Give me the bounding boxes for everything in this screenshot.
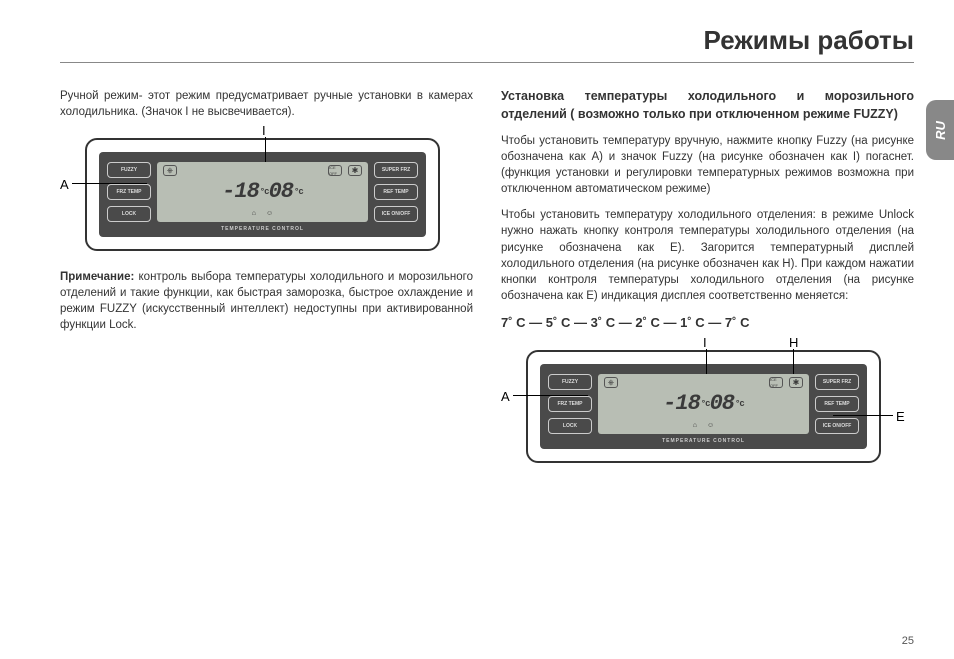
ref-temp-value-2: 08 <box>710 389 734 420</box>
frz-temp-button-2[interactable]: FRZ TEMP <box>548 396 592 412</box>
lcd-display: ⎈ ICE OFF ✱ -18°c 08°c ⌂ ☺ <box>157 162 368 222</box>
lcd-temps: -18°c 08°c <box>163 176 362 209</box>
frz-temp-value-2: -18 <box>663 389 700 420</box>
content-columns: Ручной режим- этот режим предусматривает… <box>60 88 914 481</box>
paragraph-2: Чтобы установить температуру холодильног… <box>501 207 914 304</box>
panel-inner: FUZZY FRZ TEMP LOCK ⎈ ICE OFF ✱ -18°c <box>99 152 426 237</box>
snowflake-icon-2: ✱ <box>789 377 803 388</box>
language-label: RU <box>933 121 948 140</box>
lcd-temps-2: -18°c 08°c <box>604 388 803 421</box>
ice-off-icon: ICE OFF <box>328 165 342 176</box>
lcd-bottom-icons-2: ⌂ ☺ <box>604 421 803 431</box>
panel-row-2: FUZZY FRZ TEMP LOCK ⎈ ICE OFF ✱ -18°c <box>548 374 859 434</box>
ref-unit-2: °c <box>735 398 744 411</box>
ice-onoff-button[interactable]: ICE ON/OFF <box>374 206 418 222</box>
language-tab: RU <box>926 100 954 160</box>
super-frz-button-2[interactable]: SUPER FRZ <box>815 374 859 390</box>
callout-E: E <box>896 408 905 426</box>
right-column: Установка температуры холодильного и мор… <box>501 88 914 481</box>
lock-icon: ⌂ <box>252 209 256 219</box>
frz-temp-button[interactable]: FRZ TEMP <box>107 184 151 200</box>
right-buttons-2: SUPER FRZ REF TEMP ICE ON/OFF <box>815 374 859 434</box>
control-panel: FUZZY FRZ TEMP LOCK ⎈ ICE OFF ✱ -18°c <box>85 138 440 251</box>
lock-button[interactable]: LOCK <box>107 206 151 222</box>
super-frz-button[interactable]: SUPER FRZ <box>374 162 418 178</box>
note-label: Примечание: <box>60 271 134 283</box>
left-column: Ручной режим- этот режим предусматривает… <box>60 88 473 481</box>
mode-icon: ☺ <box>266 209 273 219</box>
lcd-bottom-icons: ⌂ ☺ <box>163 209 362 219</box>
ref-temp-button[interactable]: REF TEMP <box>374 184 418 200</box>
callout-A: A <box>60 176 69 194</box>
ref-temp-value: 08 <box>269 177 293 208</box>
right-buttons: SUPER FRZ REF TEMP ICE ON/OFF <box>374 162 418 222</box>
panel-row: FUZZY FRZ TEMP LOCK ⎈ ICE OFF ✱ -18°c <box>107 162 418 222</box>
section-heading: Установка температуры холодильного и мор… <box>501 88 914 123</box>
callout-A-2: A <box>501 388 510 406</box>
ice-onoff-button-2[interactable]: ICE ON/OFF <box>815 418 859 434</box>
lcd-top-icons: ⎈ ICE OFF ✱ <box>163 165 362 176</box>
ref-temp-button-2[interactable]: REF TEMP <box>815 396 859 412</box>
callout-line-A-2 <box>513 395 588 396</box>
frz-unit: °c <box>260 186 269 199</box>
paragraph-1: Чтобы установить температуру вручную, на… <box>501 133 914 197</box>
ice-off-icon-2: ICE OFF <box>769 377 783 388</box>
intro-paragraph: Ручной режим- этот режим предусматривает… <box>60 88 473 120</box>
fuzzy-button[interactable]: FUZZY <box>107 162 151 178</box>
callout-line-A <box>72 183 147 184</box>
panel-diagram-1: I A FUZZY FRZ TEMP LOCK ⎈ <box>60 138 473 251</box>
note-paragraph: Примечание: контроль выбора температуры … <box>60 269 473 333</box>
page-title: Режимы работы <box>60 25 914 63</box>
fuzzy-icon: ⎈ <box>163 165 177 176</box>
panel-caption-2: TEMPERATURE CONTROL <box>662 438 745 445</box>
frz-unit-2: °c <box>701 398 710 411</box>
left-buttons: FUZZY FRZ TEMP LOCK <box>107 162 151 222</box>
fuzzy-button-2[interactable]: FUZZY <box>548 374 592 390</box>
lock-icon-2: ⌂ <box>693 421 697 431</box>
lcd-top-icons-2: ⎈ ICE OFF ✱ <box>604 377 803 388</box>
control-panel-2: FUZZY FRZ TEMP LOCK ⎈ ICE OFF ✱ -18°c <box>526 350 881 463</box>
left-buttons-2: FUZZY FRZ TEMP LOCK <box>548 374 592 434</box>
panel-caption: TEMPERATURE CONTROL <box>221 226 304 233</box>
panel-inner-2: FUZZY FRZ TEMP LOCK ⎈ ICE OFF ✱ -18°c <box>540 364 867 449</box>
fuzzy-icon-2: ⎈ <box>604 377 618 388</box>
mode-icon-2: ☺ <box>707 421 714 431</box>
panel-diagram-2: I H A E FUZZY FRZ TEMP LOCK <box>501 350 914 463</box>
frz-temp-value: -18 <box>222 177 259 208</box>
lcd-display-2: ⎈ ICE OFF ✱ -18°c 08°c ⌂ ☺ <box>598 374 809 434</box>
snowflake-icon: ✱ <box>348 165 362 176</box>
ref-unit: °c <box>294 186 303 199</box>
page-number: 25 <box>902 635 914 647</box>
callout-line-E <box>833 415 893 416</box>
lock-button-2[interactable]: LOCK <box>548 418 592 434</box>
temperature-sequence: 7˚ C — 5˚ C — 3˚ C — 2˚ C — 1˚ C — 7˚ C <box>501 314 914 332</box>
